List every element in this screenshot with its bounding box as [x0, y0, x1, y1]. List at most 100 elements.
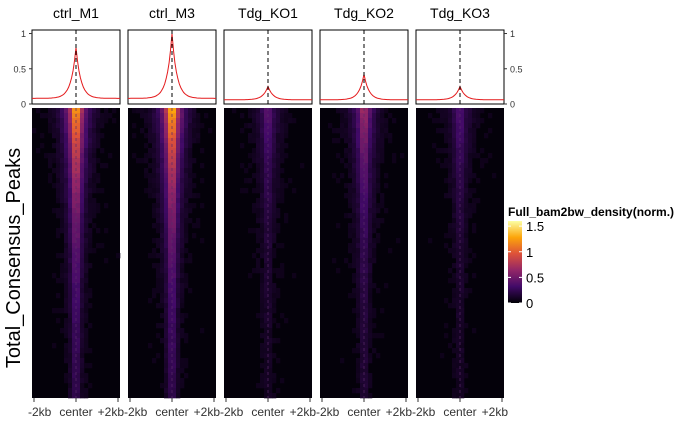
heatmap-cell [360, 198, 365, 204]
heatmap-cell [188, 108, 193, 114]
heatmap-cell [260, 353, 265, 359]
heatmap-cell [76, 298, 81, 304]
heatmap-cell [96, 228, 101, 234]
heatmap-cell [96, 203, 101, 209]
heatmap-cell [348, 128, 353, 134]
heatmap-cell [80, 303, 85, 309]
heatmap-cell [356, 163, 361, 169]
heatmap-cell [184, 138, 189, 144]
heatmap-cell [172, 148, 177, 154]
heatmap-cell [272, 393, 277, 399]
heatmap-cell [356, 248, 361, 254]
heatmap-cell [360, 253, 365, 259]
heatmap-cell [356, 178, 361, 184]
heatmap-cell [160, 293, 165, 299]
heatmap-cell [252, 113, 257, 119]
heatmap-cell [76, 113, 81, 119]
heatmap-cell [80, 378, 85, 384]
heatmap-cell [364, 283, 369, 289]
heatmap-cell [64, 318, 69, 324]
heatmap-cell [364, 383, 369, 389]
heatmap-cell [268, 313, 273, 319]
heatmap-cell [428, 238, 433, 244]
heatmap-cell [264, 203, 269, 209]
heatmap-cell [460, 148, 465, 154]
heatmap-cell [164, 393, 169, 399]
heatmap-cell [52, 108, 57, 114]
heatmap-cell [188, 143, 193, 149]
heatmap-cell [260, 308, 265, 314]
heatmap-cell [364, 393, 369, 399]
heatmap-cell [448, 113, 453, 119]
heatmap-cell [172, 338, 177, 344]
heatmap-cell [268, 218, 273, 224]
heatmap-cell [164, 113, 169, 119]
heatmap-cell [80, 253, 85, 259]
heatmap-cell [276, 133, 281, 139]
heatmap-cell [100, 188, 105, 194]
heatmap-cell [368, 123, 373, 129]
heatmap-cell [160, 323, 165, 329]
heatmap-cell [452, 158, 457, 164]
heatmap-cell [152, 188, 157, 194]
heatmap-cell [164, 128, 169, 134]
heatmap-cell [156, 273, 161, 279]
heatmap-cell [168, 308, 173, 314]
heatmap-cell [272, 378, 277, 384]
heatmap-cell [48, 153, 53, 159]
heatmap-cell [92, 183, 97, 189]
heatmap-cell [80, 153, 85, 159]
heatmap-cell [256, 383, 261, 389]
heatmap-cell [60, 203, 65, 209]
heatmap-cell [172, 353, 177, 359]
heatmap-cell [160, 268, 165, 274]
heatmap-cell [164, 338, 169, 344]
heatmap-cell [168, 163, 173, 169]
heatmap-cell [64, 198, 69, 204]
heatmap-cell [452, 193, 457, 199]
heatmap-cell [152, 178, 157, 184]
heatmap-cell [164, 203, 169, 209]
heatmap-cell [444, 333, 449, 339]
heatmap-cell [164, 218, 169, 224]
heatmap-cell [460, 118, 465, 124]
heatmap-cell [448, 133, 453, 139]
heatmap-cell [68, 158, 73, 164]
heatmap-cell [264, 378, 269, 384]
heatmap-cell [452, 118, 457, 124]
heatmap-cell [256, 173, 261, 179]
heatmap-cell [92, 248, 97, 254]
heatmap-cell [272, 268, 277, 274]
heatmap-cell [252, 158, 257, 164]
heatmap-cell [68, 283, 73, 289]
heatmap-cell [368, 343, 373, 349]
heatmap-cell [160, 183, 165, 189]
heatmap-cell [344, 193, 349, 199]
heatmap-cell [464, 263, 469, 269]
heatmap-cell [368, 263, 373, 269]
heatmap-cell [84, 393, 89, 399]
heatmap-cell [160, 163, 165, 169]
heatmap-cell [268, 263, 273, 269]
heatmap-cell [160, 303, 165, 309]
heatmap-cell [188, 158, 193, 164]
heatmap-cell [140, 128, 145, 134]
heatmap-cell [76, 208, 81, 214]
heatmap-cell [368, 293, 373, 299]
heatmap-cell [368, 268, 373, 274]
heatmap-cell [372, 243, 377, 249]
heatmap-cell [192, 173, 197, 179]
heatmap-cell [356, 333, 361, 339]
heatmap-cell [444, 233, 449, 239]
heatmap-cell [348, 293, 353, 299]
heatmap-cell [364, 108, 369, 114]
heatmap-cell [348, 123, 353, 129]
heatmap-cell [460, 383, 465, 389]
heatmap-cell [164, 118, 169, 124]
heatmap-cell [264, 218, 269, 224]
heatmap-cell [452, 183, 457, 189]
heatmap-cell [180, 118, 185, 124]
heatmap-cell [84, 288, 89, 294]
heatmap-cell [156, 263, 161, 269]
heatmap-cell [172, 323, 177, 329]
